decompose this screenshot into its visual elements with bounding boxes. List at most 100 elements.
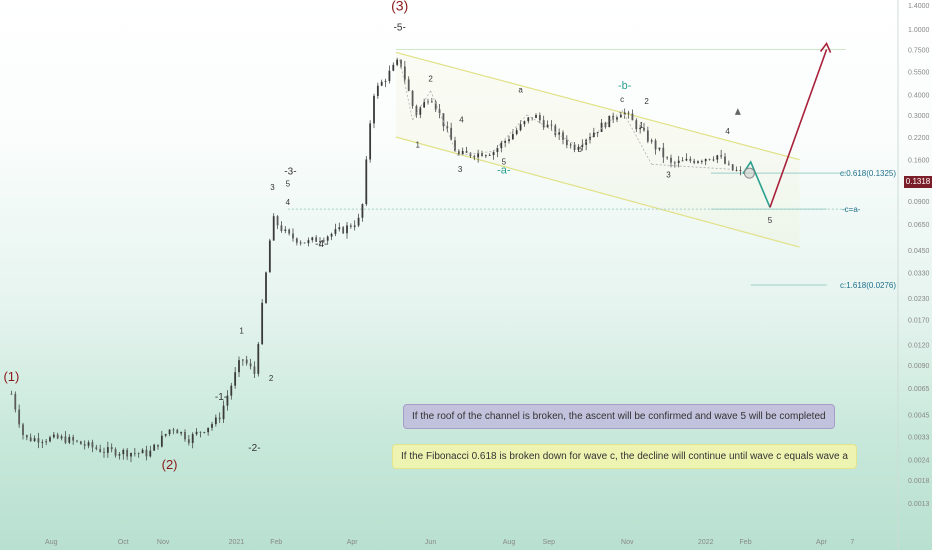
candle-body xyxy=(643,127,645,131)
candle-body xyxy=(226,395,229,406)
candle-body xyxy=(423,101,426,108)
candle-body xyxy=(511,134,514,140)
candle-body xyxy=(488,155,491,156)
subwave-label: 5 xyxy=(502,157,507,166)
candle-body xyxy=(276,216,279,226)
wave-label: -a- xyxy=(497,164,511,176)
candle-body xyxy=(176,429,179,434)
time-tick-label: 7 xyxy=(850,539,854,546)
wave-label: 3 xyxy=(270,183,275,192)
wave-label: c xyxy=(620,95,624,104)
candle-body xyxy=(550,124,553,126)
wave-label: (2) xyxy=(162,457,178,472)
price-tick-label: 0.1600 xyxy=(908,158,930,165)
time-tick-label: Aug xyxy=(45,539,58,546)
wave-structure-line xyxy=(493,114,528,152)
candle-body xyxy=(608,115,611,128)
candle-body xyxy=(29,437,32,442)
candle-body xyxy=(677,160,680,164)
candle-body xyxy=(168,429,171,435)
candle-body xyxy=(311,237,314,241)
candle-body xyxy=(307,240,310,244)
subwave-label: 1 xyxy=(415,140,420,149)
candle-body xyxy=(126,449,129,457)
last-price-badge: 0.1318 xyxy=(904,176,932,188)
candle-body xyxy=(326,236,329,241)
candle-body xyxy=(562,132,564,140)
candle-body xyxy=(430,101,433,103)
candle-body xyxy=(110,447,113,450)
candle-body xyxy=(716,155,719,160)
annotation-text-1: If the roof of the channel is broken, th… xyxy=(412,411,826,422)
candle-body xyxy=(558,132,561,136)
candle-body xyxy=(527,117,530,122)
candle-body xyxy=(33,438,36,442)
candle-body xyxy=(195,431,198,435)
time-tick-label: Sep xyxy=(543,539,556,546)
candle-body xyxy=(380,81,383,86)
candle-body xyxy=(523,121,526,125)
candle-body xyxy=(554,125,557,136)
fib-level-label: -c=a- xyxy=(842,205,861,214)
candle-body xyxy=(137,453,140,454)
candle-body xyxy=(25,435,28,438)
candle-body xyxy=(376,85,379,96)
candle-body xyxy=(214,417,217,425)
price-tick-label: 0.7500 xyxy=(908,48,930,55)
time-tick-label: Feb xyxy=(270,539,282,546)
annotation-channel-break[interactable]: If the roof of the channel is broken, th… xyxy=(403,404,835,429)
wave-label: (3) xyxy=(391,0,408,13)
candle-body xyxy=(481,152,483,157)
wave-label: (1) xyxy=(3,369,19,384)
candle-body xyxy=(681,160,684,162)
candle-body xyxy=(708,158,711,160)
candle-body xyxy=(727,163,730,165)
candle-body xyxy=(10,393,13,395)
candle-body xyxy=(338,227,341,230)
candle-body xyxy=(37,438,40,443)
candle-body xyxy=(357,217,360,226)
time-tick-label: Nov xyxy=(621,539,634,546)
time-tick-label: Nov xyxy=(157,539,170,546)
candle-body xyxy=(369,123,372,160)
candle-body xyxy=(234,372,237,386)
candle-body xyxy=(612,115,615,120)
candle-body xyxy=(689,158,692,161)
subwave-label: 1 xyxy=(639,121,644,130)
candle-body xyxy=(91,442,94,448)
candle-body xyxy=(211,424,213,428)
candle-body xyxy=(685,158,688,161)
candle-body xyxy=(253,366,256,374)
candle-body xyxy=(187,439,190,443)
candle-body xyxy=(635,120,638,130)
subwave-label: 3 xyxy=(666,170,671,179)
price-tick-label: 0.0330 xyxy=(908,270,930,277)
fib-level-label: c:1.618(0.0276) xyxy=(840,281,896,290)
candle-body xyxy=(106,447,109,453)
candle-body xyxy=(133,452,136,454)
candle-body xyxy=(565,139,568,146)
candle-body xyxy=(72,437,75,441)
candle-body xyxy=(118,454,121,456)
candle-body xyxy=(515,130,518,135)
candle-body xyxy=(299,242,302,244)
candle-body xyxy=(535,115,537,118)
annotation-fib-break[interactable]: If the Fibonacci 0.618 is broken down fo… xyxy=(392,444,857,469)
candle-body xyxy=(45,441,48,443)
candle-body xyxy=(319,241,321,243)
candle-body xyxy=(157,444,159,447)
candle-body xyxy=(288,229,291,234)
candle-body xyxy=(222,405,225,420)
channel-area xyxy=(395,52,800,248)
candle-body xyxy=(207,427,210,433)
time-tick-label: Oct xyxy=(118,539,129,546)
candle-body xyxy=(504,141,507,143)
projection-breakout xyxy=(769,49,828,208)
candle-body xyxy=(153,444,156,451)
candle-body xyxy=(41,441,44,443)
candle-body xyxy=(600,122,603,132)
time-tick-label: 2021 xyxy=(229,539,245,546)
candle-body xyxy=(245,359,248,364)
candle-body xyxy=(149,450,152,457)
